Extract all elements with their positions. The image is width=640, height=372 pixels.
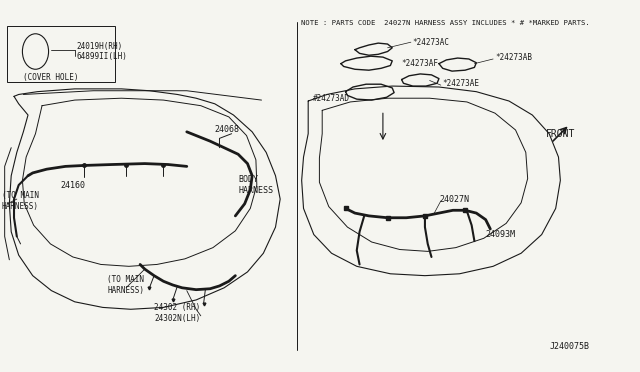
Text: BODY
HARNESS: BODY HARNESS [238,175,273,195]
Text: *24273AF: *24273AF [401,59,438,68]
FancyBboxPatch shape [8,26,115,82]
Text: 24027N: 24027N [439,195,469,203]
Text: 24093M: 24093M [486,230,516,239]
Text: (TO MAIN
HARNESS): (TO MAIN HARNESS) [2,191,39,211]
Text: (TO MAIN
HARNESS): (TO MAIN HARNESS) [108,275,145,295]
Text: *24273AC: *24273AC [413,38,450,46]
Text: (COVER HOLE): (COVER HOLE) [23,73,79,82]
Text: 24160: 24160 [61,180,86,190]
Text: #24273AD: #24273AD [313,94,350,103]
Text: NOTE : PARTS CODE  24027N HARNESS ASSY INCLUDES * # *MARKED PARTS.: NOTE : PARTS CODE 24027N HARNESS ASSY IN… [301,20,589,26]
Text: 64899II(LH): 64899II(LH) [77,52,127,61]
Text: 24302 (RH)
24302N(LH): 24302 (RH) 24302N(LH) [154,303,200,323]
Text: *24273AE: *24273AE [443,79,479,88]
Text: 24019H(RH): 24019H(RH) [77,42,123,51]
Text: J240075B: J240075B [549,342,589,351]
Text: *24273AB: *24273AB [495,52,532,62]
Text: FRONT: FRONT [546,129,575,139]
Text: 24068: 24068 [215,125,240,134]
